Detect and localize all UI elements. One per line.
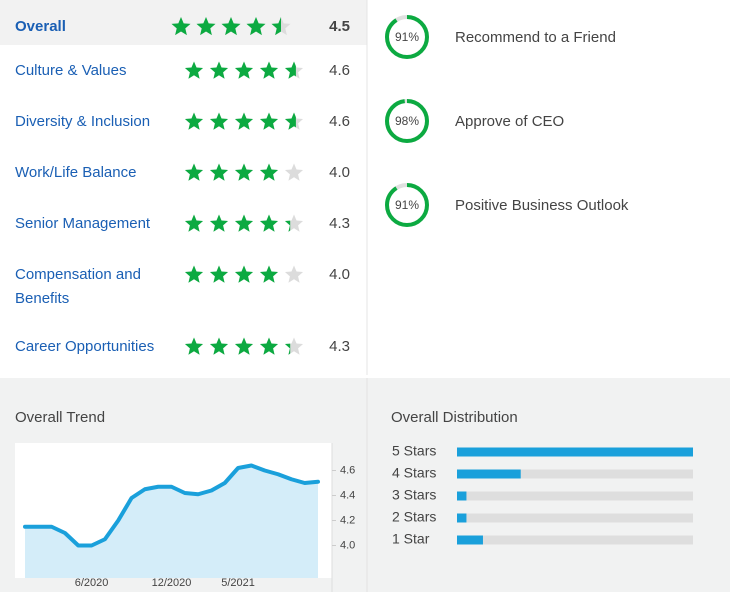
x-tick-label: 12/2020 <box>152 577 192 589</box>
star <box>196 17 216 36</box>
star <box>234 163 254 181</box>
y-tick-label: 4.2 <box>340 514 355 526</box>
rating-label[interactable]: Culture & Values <box>15 62 127 79</box>
ring-label: 91% <box>395 198 419 212</box>
star-empty <box>284 163 304 181</box>
star <box>259 163 279 181</box>
star <box>184 61 204 79</box>
star <box>271 17 281 36</box>
dist-label: 2 Stars <box>392 509 436 525</box>
star <box>209 163 229 181</box>
star <box>209 61 229 79</box>
star <box>284 343 291 355</box>
approval-text: Recommend to a Friend <box>455 29 616 46</box>
star <box>259 61 279 79</box>
star <box>234 265 254 283</box>
ring-arc <box>385 183 429 227</box>
rating-label[interactable]: Overall <box>15 18 66 35</box>
dist-bar <box>457 469 521 479</box>
approval-text: Positive Business Outlook <box>455 197 629 214</box>
rating-score: 4.6 <box>329 62 350 79</box>
dist-track <box>457 535 693 545</box>
rating-label[interactable]: Diversity & Inclusion <box>15 113 151 130</box>
star <box>184 163 204 181</box>
ring-label: 98% <box>395 114 419 128</box>
star <box>259 214 279 232</box>
dist-track <box>457 491 693 501</box>
star <box>209 112 229 130</box>
approval-text: Approve of CEO <box>455 113 564 130</box>
rating-score: 4.0 <box>329 266 350 283</box>
dist-track <box>457 469 693 479</box>
star-empty <box>284 265 304 283</box>
dist-bar <box>457 447 693 457</box>
star <box>209 265 229 283</box>
rating-score: 4.3 <box>329 215 350 232</box>
ring-label: 91% <box>395 30 419 44</box>
rating-score: 4.3 <box>329 338 350 355</box>
star <box>284 61 296 79</box>
rating-score: 4.6 <box>329 113 350 130</box>
trend-area <box>25 465 318 578</box>
dist-label: 1 Star <box>392 531 430 547</box>
dist-track <box>457 513 693 523</box>
rating-score: 4.5 <box>329 18 350 35</box>
rating-label[interactable]: Senior Management <box>15 215 151 232</box>
star <box>221 17 241 36</box>
star <box>184 214 204 232</box>
dist-label: 4 Stars <box>392 465 436 481</box>
rating-label[interactable]: Work/Life Balance <box>15 164 137 181</box>
ring-arc <box>385 15 429 59</box>
star <box>234 112 254 130</box>
trend-title: Overall Trend <box>15 409 105 426</box>
rating-label[interactable]: Career Opportunities <box>15 338 155 355</box>
star <box>184 337 204 355</box>
y-tick-label: 4.0 <box>340 539 355 551</box>
star <box>184 112 204 130</box>
dist-bar <box>457 513 467 523</box>
star <box>209 214 229 232</box>
trend-line <box>23 463 320 548</box>
star <box>209 337 229 355</box>
y-tick-label: 4.4 <box>340 489 355 501</box>
x-tick-label: 6/2020 <box>75 577 109 589</box>
distribution-title: Overall Distribution <box>391 409 518 426</box>
rating-score: 4.0 <box>329 164 350 181</box>
star <box>284 220 291 232</box>
dist-bar <box>457 491 467 501</box>
dist-label: 3 Stars <box>392 487 436 503</box>
star <box>184 265 204 283</box>
star <box>259 337 279 355</box>
star <box>234 214 254 232</box>
star <box>234 337 254 355</box>
star <box>234 61 254 79</box>
star <box>246 17 266 36</box>
dist-bar <box>457 535 483 545</box>
rating-label[interactable]: Compensation and Benefits <box>15 266 141 307</box>
star <box>259 112 279 130</box>
ring-arc <box>385 99 429 143</box>
dist-label: 5 Stars <box>392 443 436 459</box>
star <box>284 112 296 130</box>
star <box>259 265 279 283</box>
star <box>171 17 191 36</box>
x-tick-label: 5/2021 <box>221 577 255 589</box>
y-tick-label: 4.6 <box>340 464 355 476</box>
overall-highlight <box>0 0 367 45</box>
